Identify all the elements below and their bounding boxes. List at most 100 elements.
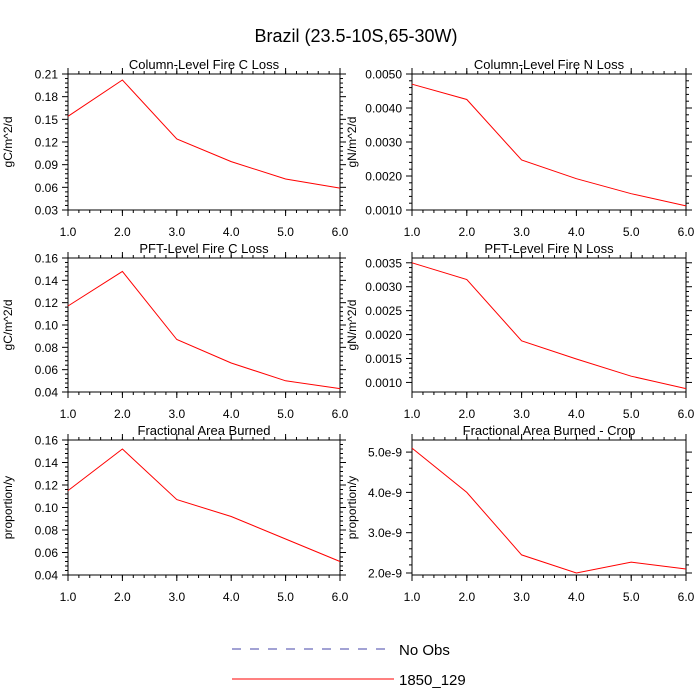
- panel-2-xtick-label: 4.0: [568, 225, 585, 239]
- panel-1-xtick-label: 1.0: [60, 225, 77, 239]
- panel-1-xtick-label: 6.0: [332, 225, 349, 239]
- panel-6-ytick-label: 2.0e-9: [368, 566, 402, 580]
- panel-5-series-line: [67, 448, 341, 562]
- panel-5-title: Fractional Area Burned: [138, 423, 271, 438]
- panel-1-series-line: [67, 79, 341, 189]
- panel-4-ytick-label: 0.0010: [365, 376, 402, 390]
- panel-5-ytick-label: 0.10: [35, 501, 59, 515]
- panel-2-xtick-label: 5.0: [623, 225, 640, 239]
- panel-4-series-line: [411, 262, 687, 390]
- panel-4-ytick-label: 0.0020: [365, 328, 402, 342]
- panel-2-ytick-label: 0.0030: [365, 136, 402, 150]
- panel-2: Column-Level Fire N Loss gN/m^2/d 1.0 2.0 3.…: [345, 57, 695, 239]
- panel-4-xtick-label: 6.0: [678, 407, 695, 421]
- panel-1-ytick-label: 0.18: [35, 90, 59, 104]
- panel-5-ytick-label: 0.06: [35, 546, 59, 560]
- panel-2-ytick-label: 0.0020: [365, 170, 402, 184]
- panel-6-xtick-label: 4.0: [568, 590, 585, 604]
- panel-4-ytick-label: 0.0015: [365, 352, 402, 366]
- panel-2-xtick-label: 2.0: [458, 225, 475, 239]
- panel-1: Column-Level Fire C Loss gC/m^2/d 1.0 2.0 3.…: [1, 57, 349, 239]
- panel-5-ytick-label: 0.12: [35, 479, 59, 493]
- panel-5-xtick-label: 4.0: [223, 590, 240, 604]
- panel-5-xtick-label: 3.0: [168, 590, 185, 604]
- panel-6-xtick-label: 6.0: [678, 590, 695, 604]
- panel-5-ytick-label: 0.04: [35, 569, 59, 583]
- panel-4-xtick-label: 3.0: [513, 407, 530, 421]
- panel-1-ytick-label: 0.12: [35, 136, 59, 150]
- panel-4-ytick-label: 0.0030: [365, 280, 402, 294]
- panel-1-ytick-label: 0.06: [35, 181, 59, 195]
- panel-2-ylabel: gN/m^2/d: [345, 117, 359, 168]
- panel-3-ytick-label: 0.08: [35, 341, 59, 355]
- panel-1-ytick-label: 0.03: [35, 204, 59, 218]
- panel-3-ytick-label: 0.04: [35, 386, 59, 400]
- panel-3-ytick-label: 0.10: [35, 319, 59, 333]
- panel-1-ytick-label: 0.21: [35, 68, 59, 82]
- panel-2-series-line: [411, 83, 687, 207]
- panel-5-xtick-label: 5.0: [277, 590, 294, 604]
- panel-1-frame: [67, 73, 341, 211]
- panel-1-xtick-label: 3.0: [168, 225, 185, 239]
- panel-2-xtick-label: 1.0: [404, 225, 421, 239]
- panels: Column-Level Fire C Loss gC/m^2/d 1.0 2.0 3.…: [1, 57, 695, 604]
- panel-3-title: PFT-Level Fire C Loss: [139, 241, 269, 256]
- panel-3-xtick-label: 5.0: [277, 407, 294, 421]
- panel-2-frame: [411, 73, 687, 211]
- panel-1-ytick-label: 0.09: [35, 158, 59, 172]
- panel-3-xtick-label: 4.0: [223, 407, 240, 421]
- panel-6-xtick-label: 2.0: [458, 590, 475, 604]
- panel-4-xtick-label: 5.0: [623, 407, 640, 421]
- panel-1-xtick-label: 4.0: [223, 225, 240, 239]
- panel-5-xtick-label: 2.0: [114, 590, 131, 604]
- legend-label-no-obs: No Obs: [399, 642, 450, 659]
- legend-label-1850-129: 1850_129: [399, 672, 466, 689]
- panel-5-xtick-label: 6.0: [332, 590, 349, 604]
- panel-6-ylabel: proportion/y: [345, 476, 359, 539]
- panel-1-ytick-label: 0.15: [35, 113, 59, 127]
- panel-4-ylabel: gN/m^2/d: [345, 300, 359, 351]
- panel-3-frame: [67, 257, 341, 393]
- panel-6-xtick-label: 3.0: [513, 590, 530, 604]
- panel-5-ytick-label: 0.14: [35, 456, 59, 470]
- panel-3-ytick-label: 0.14: [35, 274, 59, 288]
- panel-6: Fractional Area Burned - Crop proportion/…: [345, 423, 695, 604]
- panel-4-xtick-label: 2.0: [458, 407, 475, 421]
- panel-4-ytick-label: 0.0035: [365, 256, 402, 270]
- panel-2-xtick-label: 6.0: [678, 225, 695, 239]
- panel-1-title: Column-Level Fire C Loss: [129, 57, 280, 72]
- panel-2-ytick-label: 0.0040: [365, 102, 402, 116]
- panel-6-series-line: [411, 447, 687, 574]
- panel-5: Fractional Area Burned proportion/y 1.0 2.0…: [1, 423, 349, 604]
- panel-3-xtick-label: 2.0: [114, 407, 131, 421]
- panel-5-xtick-label: 1.0: [60, 590, 77, 604]
- panel-1-xtick-label: 2.0: [114, 225, 131, 239]
- panel-3-ytick-label: 0.12: [35, 296, 59, 310]
- panel-3-series-line: [67, 270, 341, 390]
- panel-3-ylabel: gC/m^2/d: [1, 300, 15, 351]
- panel-2-ytick-label: 0.0050: [365, 68, 402, 82]
- panel-6-frame: [411, 439, 687, 576]
- panel-4-frame: [411, 257, 687, 393]
- panel-4-ytick-label: 0.0025: [365, 304, 402, 318]
- panel-1-xtick-label: 5.0: [277, 225, 294, 239]
- panel-3-ytick-label: 0.16: [35, 252, 59, 266]
- panel-2-xtick-label: 3.0: [513, 225, 530, 239]
- panel-3-xtick-label: 1.0: [60, 407, 77, 421]
- figure-title: Brazil (23.5-10S,65-30W): [254, 26, 457, 46]
- panel-2-ytick-label: 0.0010: [365, 204, 402, 218]
- panel-3: PFT-Level Fire C Loss gC/m^2/d 1.0 2.0 3.0 4.…: [1, 241, 349, 421]
- panel-3-ytick-label: 0.06: [35, 363, 59, 377]
- panel-4-xtick-label: 1.0: [404, 407, 421, 421]
- panel-2-title: Column-Level Fire N Loss: [474, 57, 625, 72]
- panel-5-frame: [67, 439, 341, 576]
- legend: No Obs 1850_129: [232, 642, 466, 689]
- panel-5-ytick-label: 0.08: [35, 524, 59, 538]
- panel-1-ylabel: gC/m^2/d: [1, 117, 15, 168]
- panel-5-ylabel: proportion/y: [1, 476, 15, 539]
- panel-6-xtick-label: 1.0: [404, 590, 421, 604]
- panel-3-xtick-label: 6.0: [332, 407, 349, 421]
- panel-6-ytick-label: 3.0e-9: [368, 526, 402, 540]
- panel-6-ytick-label: 5.0e-9: [368, 446, 402, 460]
